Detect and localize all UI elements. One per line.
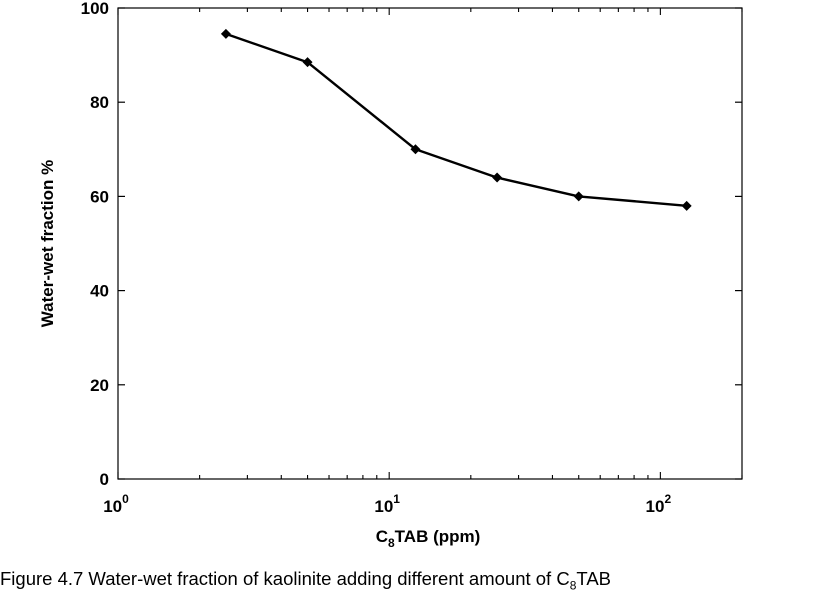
caption-subscript: 8: [569, 578, 577, 593]
x-label-subscript: 8: [388, 536, 395, 550]
x-axis: 100 101 102: [103, 8, 743, 516]
x-label-prefix: C: [376, 527, 388, 546]
x-axis-label: C8TAB (ppm): [376, 527, 481, 550]
data-point-marker: [681, 200, 692, 211]
series-line: [225, 32, 687, 207]
x-tick-label: 100: [103, 492, 129, 516]
y-tick-label: 60: [90, 187, 109, 206]
data-point-marker: [302, 57, 313, 68]
data-point-marker: [220, 28, 231, 39]
y-tick-label: 80: [90, 93, 109, 112]
y-tick-label: 100: [81, 0, 109, 18]
y-tick-label: 40: [90, 282, 109, 301]
series-layer: [220, 28, 692, 211]
x-tick-label: 102: [646, 492, 672, 516]
y-axis: 0 20 40 60 80 100: [81, 0, 742, 489]
caption-text: Figure 4.7 Water-wet fraction of kaolini…: [0, 568, 570, 589]
data-point-marker: [573, 191, 584, 202]
plot-frame: [117, 7, 743, 480]
y-tick-label: 20: [90, 376, 109, 395]
data-point-marker: [492, 172, 503, 183]
y-axis-label: Water-wet fraction %: [38, 160, 57, 328]
figure-caption: Figure 4.7 Water-wet fraction of kaolini…: [0, 568, 830, 593]
x-tick-label: 101: [374, 492, 400, 516]
data-point-marker: [410, 144, 421, 155]
caption-suffix: TAB: [576, 568, 611, 589]
x-label-suffix: TAB (ppm): [395, 527, 481, 546]
y-tick-label: 0: [100, 470, 109, 489]
